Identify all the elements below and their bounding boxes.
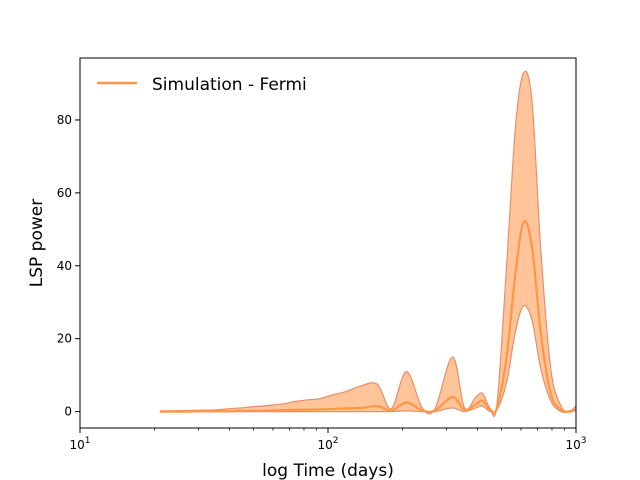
- band-upper-edge: [159, 70, 576, 417]
- confidence-band-layer: [159, 70, 576, 417]
- confidence-band: [159, 71, 576, 417]
- y-tick-label: 60: [57, 186, 72, 200]
- x-tick-label: 102: [317, 436, 338, 452]
- x-tick-label: 103: [565, 436, 586, 452]
- legend-entry: Simulation - Fermi: [152, 75, 307, 95]
- x-axis-label: log Time (days): [262, 461, 394, 480]
- y-tick-label: 20: [57, 332, 72, 346]
- series-line: [159, 220, 576, 414]
- x-axis: 101 102 103: [69, 428, 587, 452]
- y-axis-label: LSP power: [27, 199, 47, 287]
- x-tick-label: 101: [69, 436, 90, 452]
- legend: Simulation - Fermi: [97, 75, 307, 95]
- mean-line-layer: [159, 220, 576, 414]
- y-tick-label: 40: [57, 259, 72, 273]
- y-tick-label: 0: [64, 405, 72, 419]
- y-tick-label: 80: [57, 113, 72, 127]
- y-axis: 0 20 40 60 80: [57, 113, 80, 419]
